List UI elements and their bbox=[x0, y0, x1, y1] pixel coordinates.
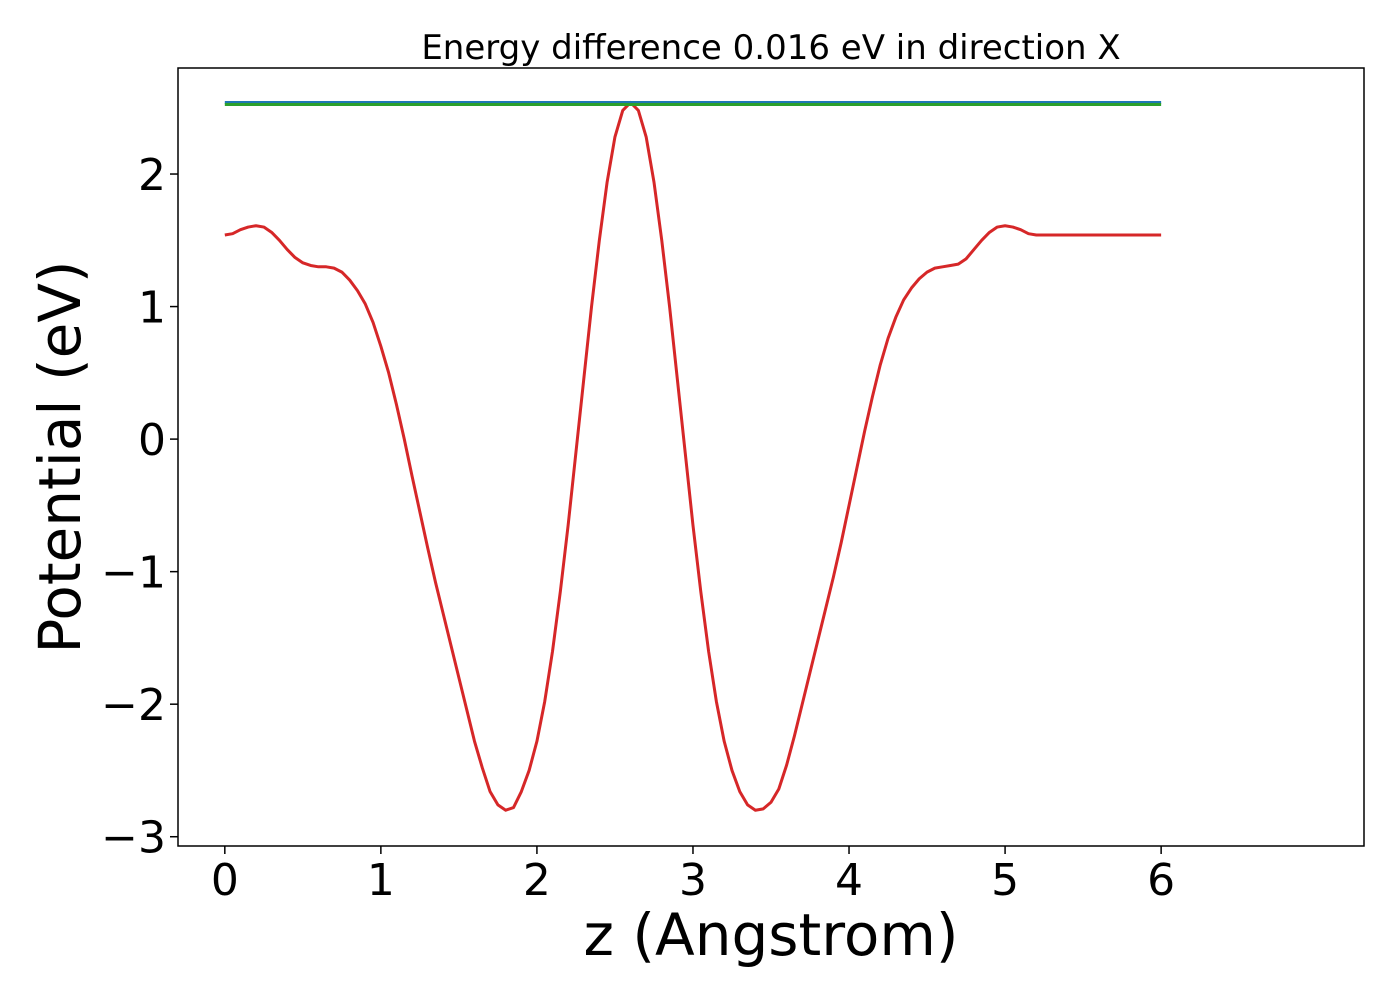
y-tick-label: −3 bbox=[101, 813, 166, 864]
y-tick-label: −1 bbox=[101, 548, 166, 599]
x-axis: 0 1 2 3 4 5 6 bbox=[211, 846, 1175, 906]
plot-frame bbox=[177, 67, 1365, 847]
x-tick-label: 6 bbox=[1147, 855, 1175, 906]
x-tick-label: 0 bbox=[211, 855, 239, 906]
y-tick-label: 0 bbox=[138, 415, 166, 466]
x-tick-label: 2 bbox=[523, 855, 551, 906]
x-axis-label: z (Angstrom) bbox=[584, 901, 959, 969]
x-tick-label: 3 bbox=[679, 855, 707, 906]
x-tick-label: 5 bbox=[991, 855, 1019, 906]
y-axis-label: Potential (eV) bbox=[26, 260, 94, 653]
series-layer bbox=[224, 100, 1162, 812]
x-tick-label: 4 bbox=[835, 855, 863, 906]
y-tick-label: 1 bbox=[138, 283, 166, 334]
y-axis: −3 −2 −1 0 1 2 bbox=[101, 150, 178, 864]
y-tick-label: −2 bbox=[101, 680, 166, 731]
x-tick-label: 1 bbox=[367, 855, 395, 906]
plot-area bbox=[177, 67, 1365, 847]
series-line-0 bbox=[224, 100, 1162, 812]
y-tick-label: 2 bbox=[138, 150, 166, 201]
chart-title: Energy difference 0.016 eV in direction … bbox=[421, 28, 1120, 68]
